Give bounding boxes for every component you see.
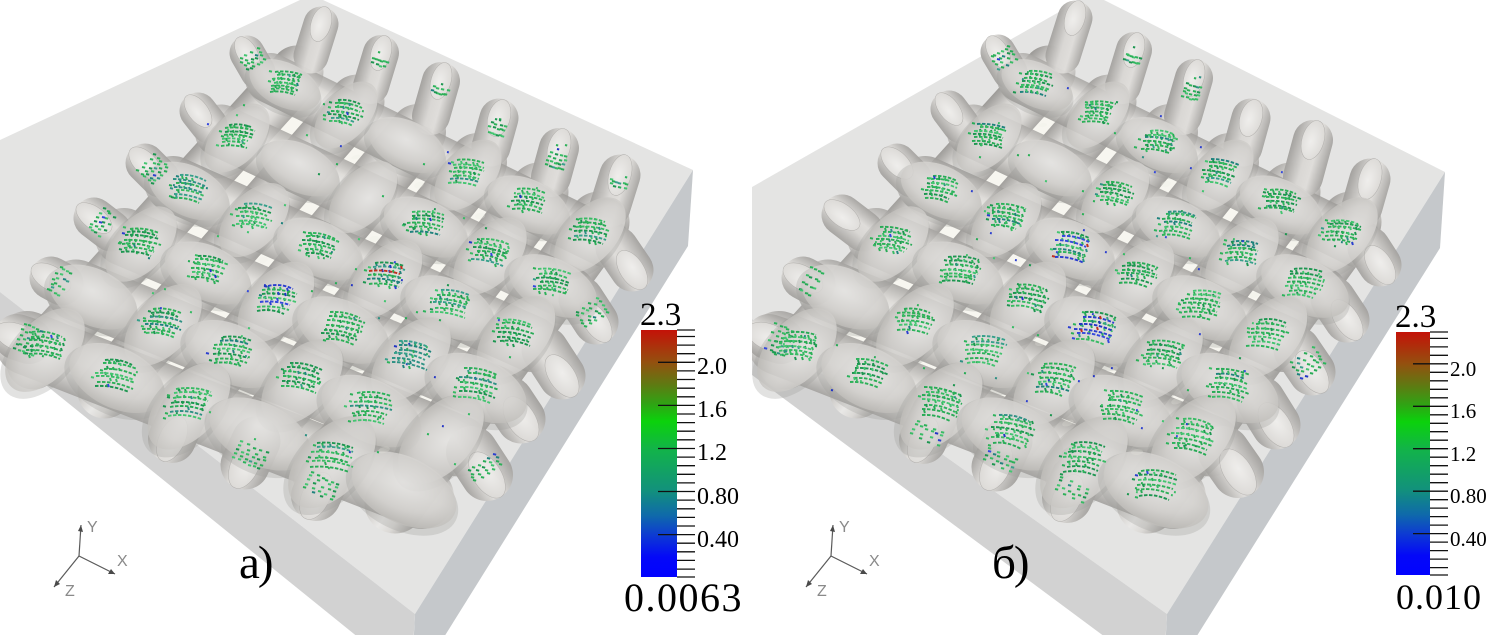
svg-text:X: X [869, 553, 880, 570]
svg-text:1.2: 1.2 [697, 440, 727, 466]
svg-text:2.3: 2.3 [1395, 299, 1436, 335]
svg-text:б): б) [992, 537, 1028, 589]
svg-text:0.010: 0.010 [1396, 577, 1482, 617]
svg-text:1.6: 1.6 [697, 397, 727, 423]
svg-text:2.0: 2.0 [697, 354, 727, 380]
svg-text:Y: Y [87, 519, 98, 536]
svg-text:0.40: 0.40 [697, 527, 739, 553]
svg-text:0.80: 0.80 [1450, 484, 1487, 508]
svg-text:0.40: 0.40 [1450, 527, 1487, 551]
svg-text:0.80: 0.80 [697, 484, 739, 510]
svg-text:1.6: 1.6 [1450, 399, 1476, 423]
svg-text:1.2: 1.2 [1450, 442, 1476, 466]
svg-text:2.0: 2.0 [1450, 357, 1476, 381]
svg-text:0.0063: 0.0063 [624, 575, 743, 620]
svg-text:Z: Z [65, 583, 75, 600]
svg-text:Z: Z [817, 583, 827, 600]
svg-text:а): а) [239, 537, 272, 589]
svg-text:Y: Y [839, 519, 850, 536]
svg-text:2.3: 2.3 [640, 297, 681, 333]
svg-text:X: X [117, 553, 128, 570]
